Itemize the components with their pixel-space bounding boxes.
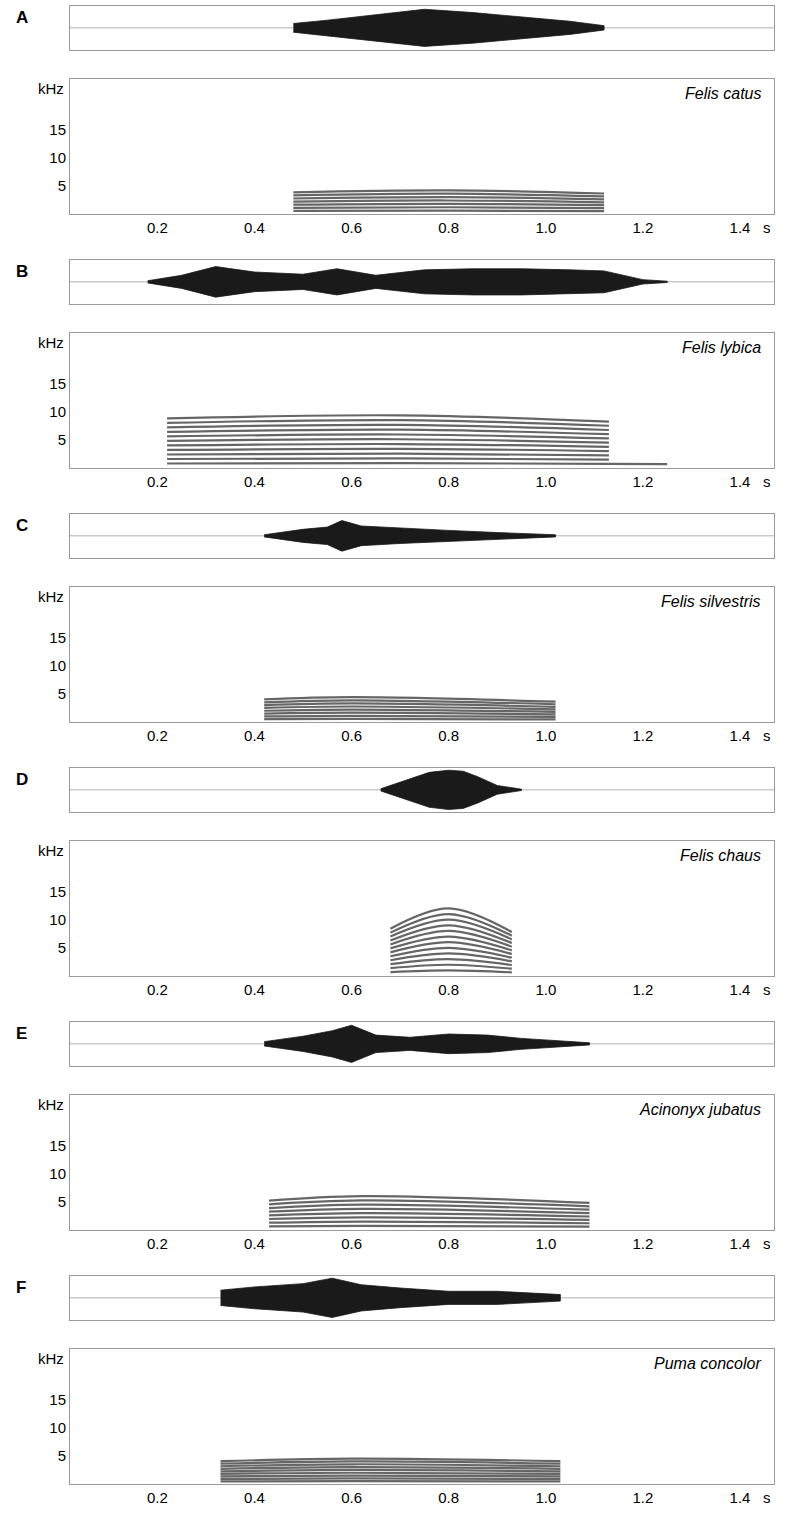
svg-text:0.4: 0.4 [244, 981, 265, 998]
svg-text:15: 15 [49, 121, 66, 138]
svg-text:s: s [763, 1235, 771, 1252]
svg-text:0.4: 0.4 [244, 1235, 265, 1252]
svg-text:0.6: 0.6 [341, 473, 362, 490]
svg-text:kHz: kHz [38, 1096, 64, 1113]
svg-text:15: 15 [49, 629, 66, 646]
svg-text:0.6: 0.6 [341, 1235, 362, 1252]
svg-text:0.8: 0.8 [438, 981, 459, 998]
svg-text:1.4: 1.4 [730, 219, 751, 236]
svg-text:0.8: 0.8 [438, 473, 459, 490]
svg-text:0.8: 0.8 [438, 727, 459, 744]
svg-text:5: 5 [58, 1447, 66, 1464]
svg-text:s: s [763, 473, 771, 490]
svg-text:0.4: 0.4 [244, 1489, 265, 1506]
svg-text:10: 10 [49, 403, 66, 420]
svg-text:kHz: kHz [38, 80, 64, 97]
svg-text:1.2: 1.2 [632, 1489, 653, 1506]
svg-text:Felis lybica: Felis lybica [682, 339, 761, 356]
svg-text:0.2: 0.2 [147, 727, 168, 744]
svg-text:s: s [763, 219, 771, 236]
svg-text:0.2: 0.2 [147, 1489, 168, 1506]
svg-text:Felis catus: Felis catus [685, 85, 761, 102]
svg-text:s: s [763, 1489, 771, 1506]
svg-text:Puma concolor: Puma concolor [654, 1355, 761, 1372]
svg-text:0.6: 0.6 [341, 219, 362, 236]
svg-text:5: 5 [58, 939, 66, 956]
svg-text:kHz: kHz [38, 1350, 64, 1367]
svg-text:1.2: 1.2 [632, 1235, 653, 1252]
svg-text:1.4: 1.4 [730, 473, 751, 490]
svg-text:0.4: 0.4 [244, 727, 265, 744]
svg-text:0.6: 0.6 [341, 981, 362, 998]
svg-text:0.8: 0.8 [438, 219, 459, 236]
svg-text:1.4: 1.4 [730, 727, 751, 744]
svg-text:E: E [16, 1024, 27, 1043]
svg-text:15: 15 [49, 1391, 66, 1408]
svg-text:1.0: 1.0 [535, 1235, 556, 1252]
svg-text:0.2: 0.2 [147, 473, 168, 490]
svg-text:5: 5 [58, 685, 66, 702]
svg-text:0.4: 0.4 [244, 219, 265, 236]
svg-text:0.4: 0.4 [244, 473, 265, 490]
svg-text:1.4: 1.4 [730, 1235, 751, 1252]
svg-text:C: C [16, 516, 28, 535]
svg-text:10: 10 [49, 1165, 66, 1182]
svg-text:kHz: kHz [38, 588, 64, 605]
svg-text:1.0: 1.0 [535, 727, 556, 744]
svg-text:B: B [16, 262, 28, 281]
svg-text:1.0: 1.0 [535, 473, 556, 490]
svg-text:D: D [16, 770, 28, 789]
svg-text:1.2: 1.2 [632, 727, 653, 744]
svg-text:10: 10 [49, 657, 66, 674]
svg-text:1.0: 1.0 [535, 1489, 556, 1506]
svg-text:Felis silvestris: Felis silvestris [661, 593, 761, 610]
svg-text:s: s [763, 727, 771, 744]
svg-text:10: 10 [49, 911, 66, 928]
svg-text:1.2: 1.2 [632, 473, 653, 490]
svg-text:5: 5 [58, 431, 66, 448]
svg-text:0.2: 0.2 [147, 1235, 168, 1252]
svg-text:0.6: 0.6 [341, 727, 362, 744]
svg-text:0.2: 0.2 [147, 219, 168, 236]
svg-text:0.8: 0.8 [438, 1489, 459, 1506]
svg-text:15: 15 [49, 375, 66, 392]
svg-text:1.2: 1.2 [632, 219, 653, 236]
svg-text:15: 15 [49, 883, 66, 900]
svg-text:5: 5 [58, 1193, 66, 1210]
svg-text:0.8: 0.8 [438, 1235, 459, 1252]
svg-text:1.0: 1.0 [535, 219, 556, 236]
svg-text:1.4: 1.4 [730, 981, 751, 998]
svg-text:0.6: 0.6 [341, 1489, 362, 1506]
svg-text:5: 5 [58, 177, 66, 194]
svg-text:15: 15 [49, 1137, 66, 1154]
svg-text:1.0: 1.0 [535, 981, 556, 998]
svg-text:s: s [763, 981, 771, 998]
svg-text:10: 10 [49, 149, 66, 166]
svg-text:Acinonyx jubatus: Acinonyx jubatus [639, 1101, 761, 1118]
svg-text:1.4: 1.4 [730, 1489, 751, 1506]
svg-text:Felis chaus: Felis chaus [680, 847, 761, 864]
svg-text:0.2: 0.2 [147, 981, 168, 998]
svg-text:10: 10 [49, 1419, 66, 1436]
svg-text:A: A [16, 8, 28, 27]
svg-text:1.2: 1.2 [632, 981, 653, 998]
svg-text:kHz: kHz [38, 334, 64, 351]
svg-text:kHz: kHz [38, 842, 64, 859]
svg-text:F: F [16, 1278, 26, 1297]
